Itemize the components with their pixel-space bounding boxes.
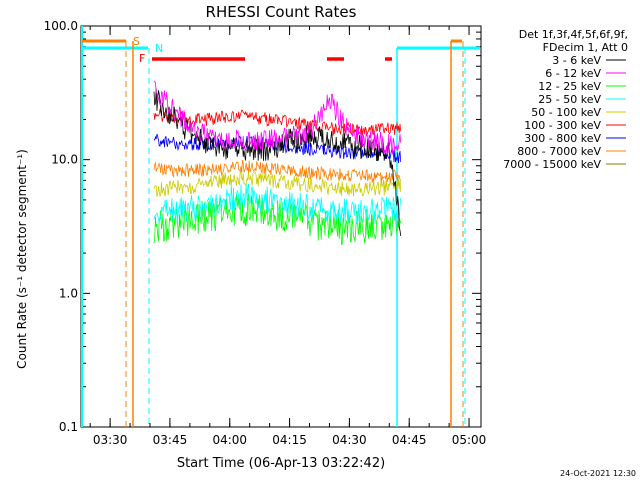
x-tick-label: 04:00 bbox=[212, 433, 247, 447]
plot-area: 100.0 10.0 1.0 0.1 03:30 03:45 04:00 04:15 04:30… bbox=[44, 19, 487, 447]
legend-label: 100 - 300 keV bbox=[524, 119, 601, 132]
x-tick-label: 04:45 bbox=[392, 433, 427, 447]
series-line bbox=[153, 108, 402, 136]
y-axis-label: Count Rate (s⁻¹ detector segment⁻¹) bbox=[15, 149, 29, 369]
series-line bbox=[153, 159, 401, 184]
x-tick-label: 03:30 bbox=[93, 433, 128, 447]
chart-title: RHESSI Count Rates bbox=[206, 3, 357, 21]
y-tick-label: 0.1 bbox=[59, 420, 78, 434]
y-tick-label: 10.0 bbox=[51, 153, 78, 167]
legend-label: 800 - 7000 keV bbox=[517, 145, 601, 158]
series-line bbox=[153, 80, 402, 155]
legend-label: 7000 - 15000 keV bbox=[503, 158, 601, 171]
series-line bbox=[153, 133, 402, 164]
x-tick-label: 04:15 bbox=[272, 433, 307, 447]
legend: Det 1f,3f,4f,5f,6f,9f,FDecim 1, Att 03 -… bbox=[503, 28, 628, 171]
marker-label-f: F bbox=[139, 52, 145, 65]
series-line bbox=[153, 170, 402, 198]
legend-title-line: FDecim 1, Att 0 bbox=[543, 41, 628, 54]
x-tick-label: 04:30 bbox=[332, 433, 367, 447]
y-tick-label: 1.0 bbox=[59, 286, 78, 300]
legend-label: 3 - 6 keV bbox=[552, 54, 601, 67]
legend-label: 12 - 25 keV bbox=[538, 80, 601, 93]
footer-timestamp: 24-Oct-2021 12:30 bbox=[560, 469, 636, 478]
x-axis-label: Start Time (06-Apr-13 03:22:42) bbox=[177, 456, 385, 471]
legend-label: 50 - 100 keV bbox=[531, 106, 601, 119]
series-line bbox=[153, 183, 402, 225]
marker-label-n: N bbox=[155, 42, 163, 55]
x-tick-label: 03:45 bbox=[153, 433, 188, 447]
marker-label-s: S bbox=[133, 35, 140, 48]
x-tick-label: 05:00 bbox=[452, 433, 487, 447]
legend-label: 300 - 800 keV bbox=[524, 132, 601, 145]
legend-label: 25 - 50 keV bbox=[538, 93, 601, 106]
legend-label: 6 - 12 keV bbox=[545, 67, 601, 80]
legend-title-line: Det 1f,3f,4f,5f,6f,9f, bbox=[519, 28, 628, 41]
y-tick-label: 100.0 bbox=[44, 19, 78, 33]
